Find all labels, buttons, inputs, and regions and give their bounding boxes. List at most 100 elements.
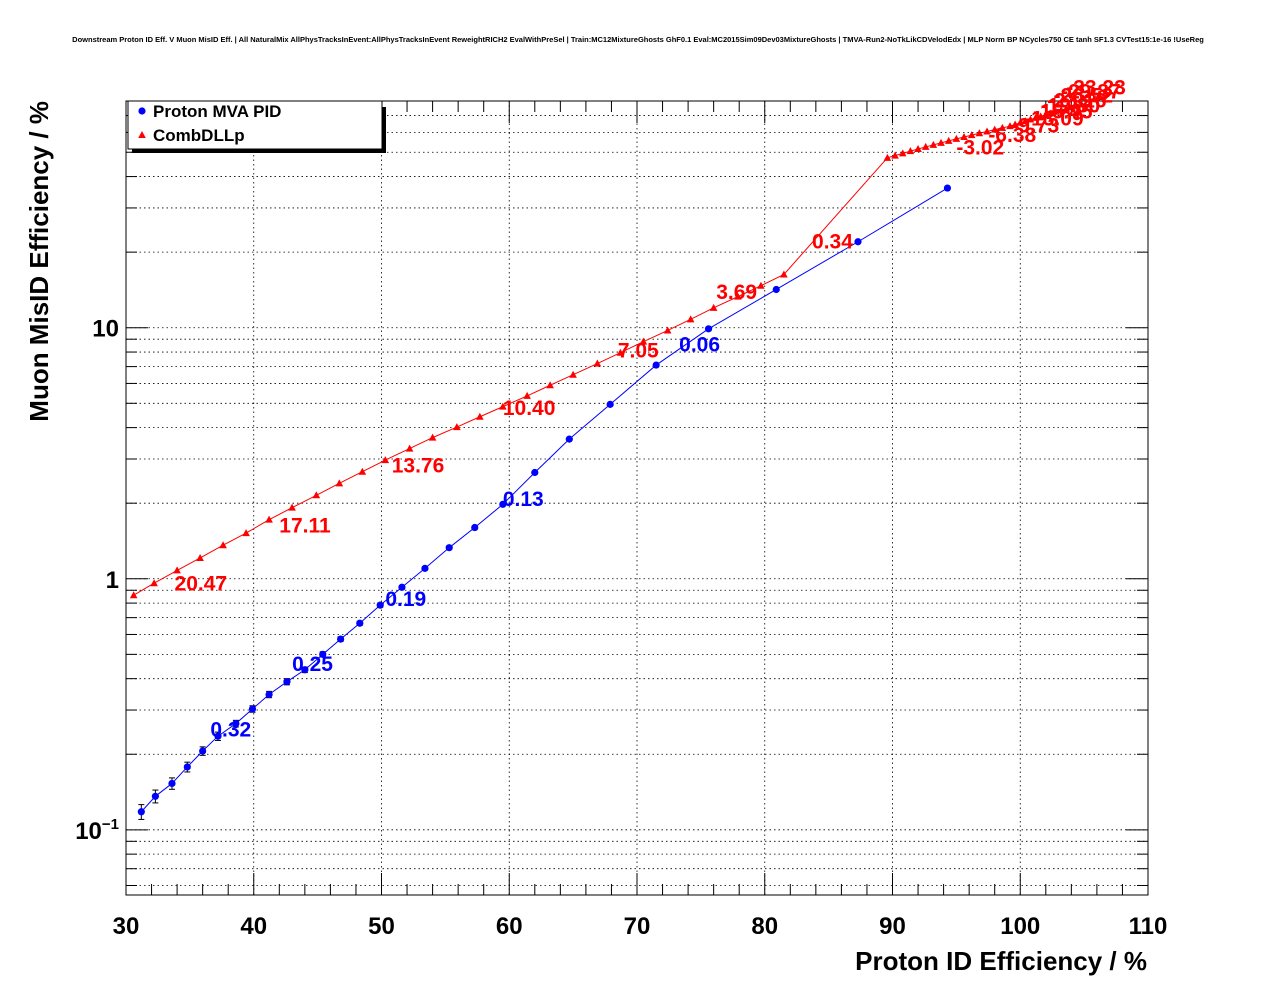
y-tick-label: 10−1 [75, 816, 119, 845]
data-point [704, 325, 713, 333]
point-label: -13.09 [1024, 107, 1084, 130]
data-point [499, 402, 507, 410]
x-tick-labels: 30 40 50 60 70 80 90 100 110 [113, 913, 1168, 940]
point-label: 0.32 [210, 719, 251, 742]
data-point [421, 564, 429, 572]
point-label: -9.73 [1011, 114, 1059, 137]
point-label: -33.23 [1066, 76, 1126, 99]
data-point [150, 579, 158, 587]
data-point [398, 583, 406, 591]
data-point [686, 315, 695, 323]
data-point [453, 423, 461, 431]
x-tick-label: 60 [496, 913, 523, 940]
data-point [531, 468, 539, 477]
data-point [898, 149, 907, 157]
point-label: -29.87 [1061, 80, 1121, 103]
x-tick-label: 40 [240, 913, 267, 940]
data-point [569, 370, 577, 378]
x-tick-label: 110 [1129, 913, 1168, 940]
data-point [663, 326, 672, 334]
data-point [565, 435, 573, 443]
data-point [356, 619, 364, 627]
data-point [606, 400, 614, 408]
data-point [151, 792, 159, 800]
data-point [265, 690, 273, 699]
series-layer [129, 101, 1086, 820]
data-point [854, 238, 862, 246]
y-tick-label: 10 [92, 316, 119, 343]
point-label: 20.47 [175, 572, 228, 595]
x-tick-label: 50 [368, 913, 395, 940]
data-point [445, 544, 453, 552]
point-label: 7.05 [618, 340, 659, 363]
point-label: 0.25 [292, 653, 333, 676]
data-point [975, 129, 984, 137]
data-point [593, 359, 602, 367]
x-axis-title: Proton ID Efficiency / % [855, 946, 1147, 976]
point-label: -6.38 [988, 124, 1036, 147]
data-point [523, 391, 531, 399]
data-point [129, 591, 138, 599]
point-labels: 0.32 0.25 0.19 0.13 0.06 20.47 17.11 13.76 10.40… [175, 76, 1126, 741]
point-label: 3.69 [716, 281, 757, 304]
data-point [335, 479, 344, 487]
chart-title: Downstream Proton ID Eff. V Muon MisID E… [72, 35, 1204, 44]
legend-label: CombDLLp [153, 126, 245, 145]
point-label: -3.02 [956, 136, 1004, 159]
legend-marker [138, 107, 146, 115]
data-point [937, 138, 945, 146]
data-point [265, 515, 273, 523]
data-point [301, 666, 309, 674]
data-point [248, 705, 257, 713]
data-point [168, 779, 176, 788]
y-axis-title: Muon MisID Efficiency / % [24, 101, 54, 422]
data-point [137, 808, 145, 816]
data-point [312, 491, 321, 499]
data-point [990, 125, 999, 133]
data-point [376, 601, 384, 609]
data-point [219, 541, 227, 549]
point-label: 0.13 [503, 488, 544, 511]
x-tick-label: 30 [113, 913, 140, 940]
data-point [546, 381, 554, 389]
point-label: -23.16 [1047, 89, 1107, 112]
data-point [319, 650, 327, 658]
legend-label: Proton MVA PID [153, 102, 281, 121]
data-point [891, 151, 899, 159]
data-point [998, 123, 1007, 131]
data-point [173, 566, 181, 574]
point-label: -19.80 [1041, 94, 1101, 117]
data-point [1077, 101, 1086, 108]
data-point [780, 270, 788, 278]
series-line [133, 103, 1082, 596]
point-label: 0.06 [679, 333, 720, 356]
legend: Proton MVA PID CombDLLp [127, 100, 386, 153]
data-point [944, 136, 953, 144]
data-point [709, 303, 718, 311]
data-point [232, 719, 240, 728]
point-label: -16.45 [1033, 101, 1093, 124]
x-tick-label: 70 [624, 913, 651, 940]
data-point [283, 678, 291, 686]
data-point [652, 361, 660, 369]
data-point [943, 184, 952, 192]
data-point [734, 292, 742, 300]
data-point [757, 281, 765, 289]
data-point [288, 503, 296, 511]
data-point [214, 732, 222, 740]
x-tick-label: 100 [1000, 913, 1040, 940]
data-point [337, 635, 345, 643]
point-label: 0.34 [812, 230, 853, 253]
data-point [405, 444, 414, 452]
data-point [358, 467, 367, 475]
y-tick-label: 1 [106, 567, 119, 594]
data-point [772, 285, 780, 294]
point-label: 0.19 [385, 588, 426, 611]
data-point [929, 140, 938, 148]
data-point [616, 348, 625, 356]
legend-marker [138, 131, 146, 138]
legend-box [127, 100, 383, 150]
data-point [476, 412, 484, 420]
data-point [196, 553, 204, 561]
